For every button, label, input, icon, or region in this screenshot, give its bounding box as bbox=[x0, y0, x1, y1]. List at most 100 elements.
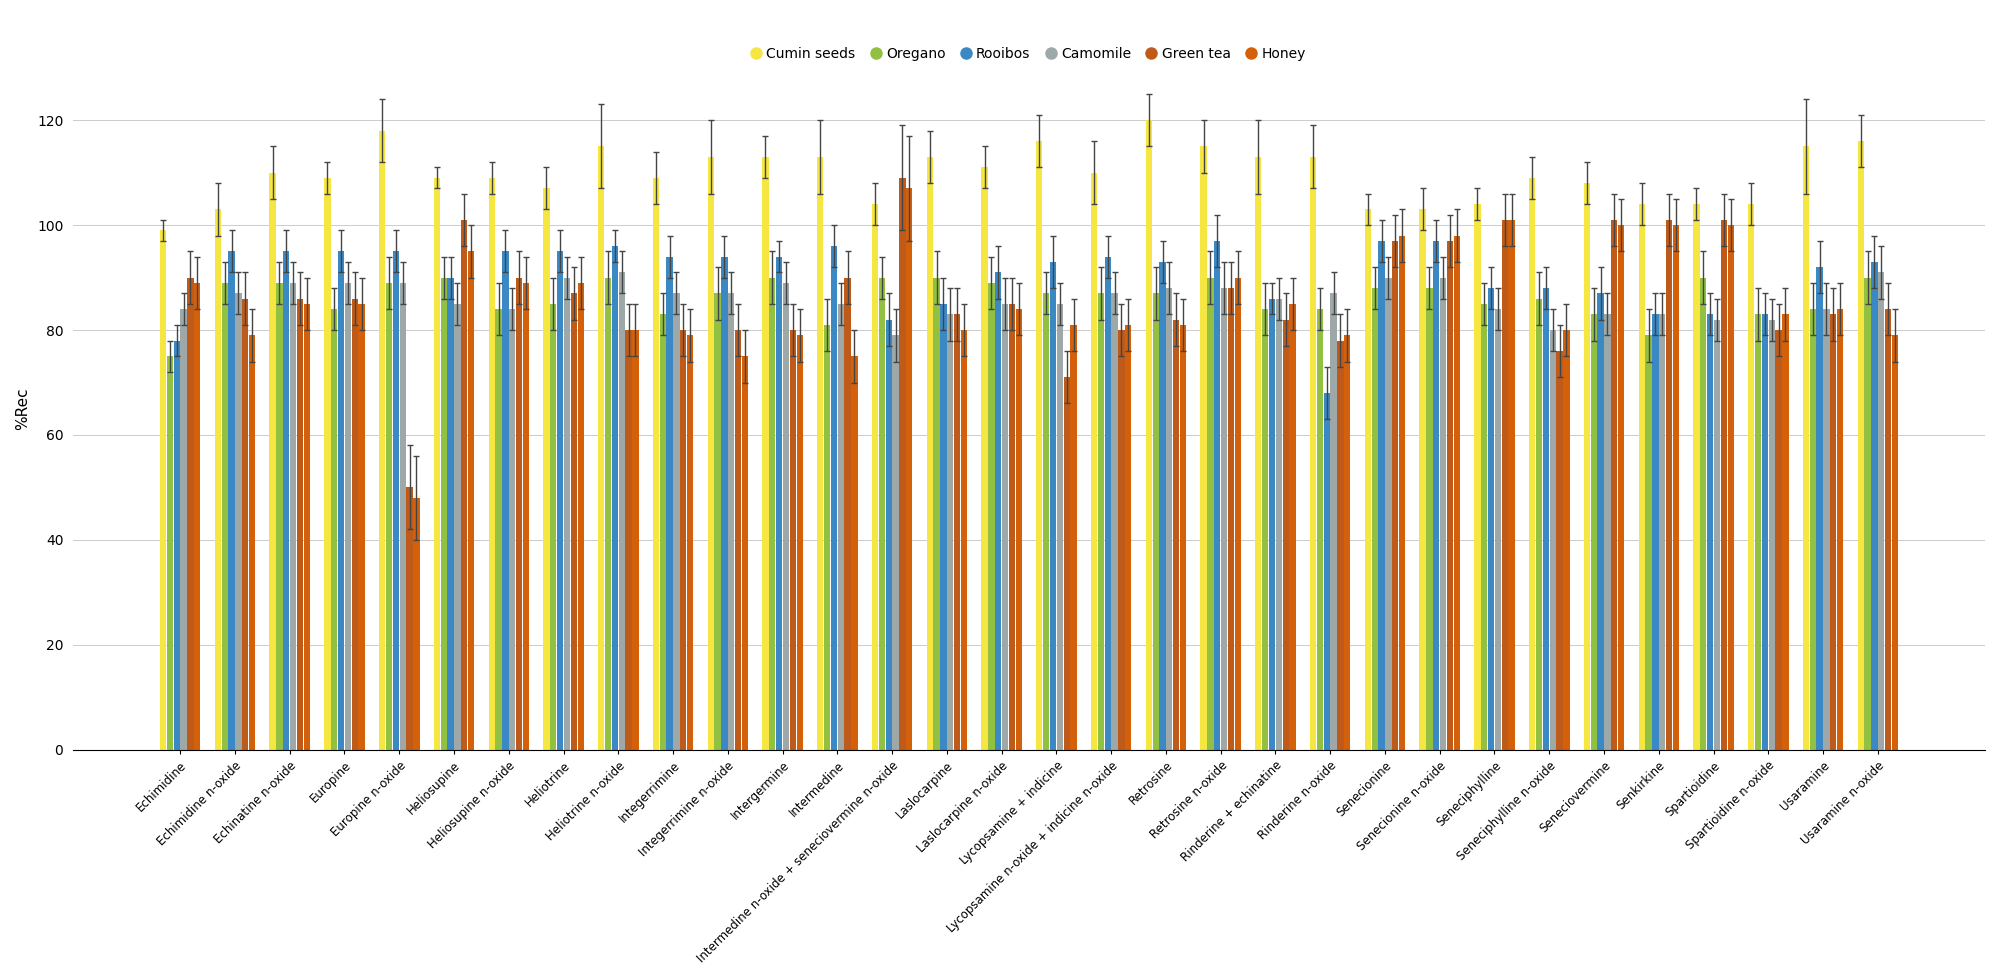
Bar bbox=[940, 304, 946, 750]
Bar bbox=[1762, 315, 1768, 750]
Bar bbox=[742, 357, 748, 750]
Bar bbox=[1706, 315, 1714, 750]
Bar bbox=[988, 283, 994, 750]
Bar bbox=[1118, 330, 1124, 750]
Bar bbox=[160, 230, 166, 750]
Bar bbox=[516, 277, 522, 750]
Bar bbox=[892, 335, 898, 750]
Bar bbox=[1878, 272, 1884, 750]
Bar bbox=[1474, 204, 1480, 750]
Bar bbox=[284, 251, 290, 750]
Bar bbox=[886, 319, 892, 750]
Bar bbox=[954, 315, 960, 750]
Bar bbox=[1564, 330, 1570, 750]
Bar bbox=[1454, 235, 1460, 750]
Bar bbox=[296, 299, 304, 750]
Bar bbox=[550, 304, 556, 750]
Bar bbox=[762, 157, 768, 750]
Bar bbox=[1502, 220, 1508, 750]
Bar bbox=[1768, 319, 1774, 750]
Bar bbox=[632, 330, 638, 750]
Bar bbox=[338, 251, 344, 750]
Bar bbox=[1160, 262, 1166, 750]
Bar bbox=[174, 340, 180, 750]
Bar bbox=[1542, 288, 1548, 750]
Bar bbox=[242, 299, 248, 750]
Bar bbox=[674, 293, 680, 750]
Bar bbox=[604, 277, 612, 750]
Bar bbox=[1166, 288, 1172, 750]
Bar bbox=[1864, 277, 1870, 750]
Bar bbox=[926, 157, 932, 750]
Bar bbox=[1528, 177, 1536, 750]
Bar bbox=[1290, 304, 1296, 750]
Bar bbox=[1612, 220, 1618, 750]
Bar bbox=[1824, 309, 1830, 750]
Bar bbox=[1434, 241, 1440, 750]
Bar bbox=[960, 330, 968, 750]
Bar bbox=[358, 304, 364, 750]
Bar bbox=[414, 498, 420, 750]
Bar bbox=[1200, 146, 1206, 750]
Bar bbox=[1228, 288, 1234, 750]
Bar bbox=[1324, 393, 1330, 750]
Bar bbox=[906, 188, 912, 750]
Bar bbox=[1378, 241, 1384, 750]
Bar bbox=[1694, 204, 1700, 750]
Bar bbox=[1344, 335, 1350, 750]
Bar bbox=[522, 283, 530, 750]
Bar bbox=[448, 277, 454, 750]
Bar bbox=[612, 246, 618, 750]
Bar bbox=[180, 309, 186, 750]
Bar bbox=[1064, 377, 1070, 750]
Bar bbox=[1008, 304, 1016, 750]
Bar bbox=[270, 172, 276, 750]
Bar bbox=[1112, 293, 1118, 750]
Bar bbox=[214, 210, 222, 750]
Bar bbox=[1104, 257, 1110, 750]
Bar bbox=[1146, 121, 1152, 750]
Bar bbox=[304, 304, 310, 750]
Bar bbox=[824, 324, 830, 750]
Bar bbox=[1550, 330, 1556, 750]
Bar bbox=[468, 251, 474, 750]
Bar bbox=[222, 283, 228, 750]
Bar bbox=[1776, 330, 1782, 750]
Bar bbox=[1872, 262, 1878, 750]
Bar bbox=[1714, 319, 1720, 750]
Bar bbox=[1276, 299, 1282, 750]
Bar bbox=[1884, 309, 1892, 750]
Bar bbox=[1070, 324, 1076, 750]
Bar bbox=[1268, 299, 1276, 750]
Bar bbox=[1372, 288, 1378, 750]
Bar bbox=[948, 315, 954, 750]
Bar bbox=[1440, 277, 1446, 750]
Bar bbox=[818, 157, 824, 750]
Bar bbox=[1256, 157, 1262, 750]
Bar bbox=[344, 283, 352, 750]
Bar bbox=[830, 246, 838, 750]
Bar bbox=[510, 309, 516, 750]
Bar bbox=[556, 251, 564, 750]
Bar bbox=[1494, 309, 1502, 750]
Bar bbox=[352, 299, 358, 750]
Bar bbox=[578, 283, 584, 750]
Bar bbox=[1810, 309, 1816, 750]
Bar bbox=[462, 220, 468, 750]
Bar bbox=[1802, 146, 1810, 750]
Bar bbox=[626, 330, 632, 750]
Bar bbox=[618, 272, 624, 750]
Bar bbox=[1180, 324, 1186, 750]
Bar bbox=[1002, 304, 1008, 750]
Bar bbox=[248, 335, 256, 750]
Bar bbox=[440, 277, 446, 750]
Bar bbox=[1508, 220, 1514, 750]
Bar bbox=[1782, 315, 1788, 750]
Bar bbox=[1660, 315, 1666, 750]
Bar bbox=[652, 177, 660, 750]
Bar bbox=[1174, 319, 1180, 750]
Bar bbox=[1666, 220, 1672, 750]
Bar bbox=[1720, 220, 1726, 750]
Bar bbox=[734, 330, 742, 750]
Bar bbox=[194, 283, 200, 750]
